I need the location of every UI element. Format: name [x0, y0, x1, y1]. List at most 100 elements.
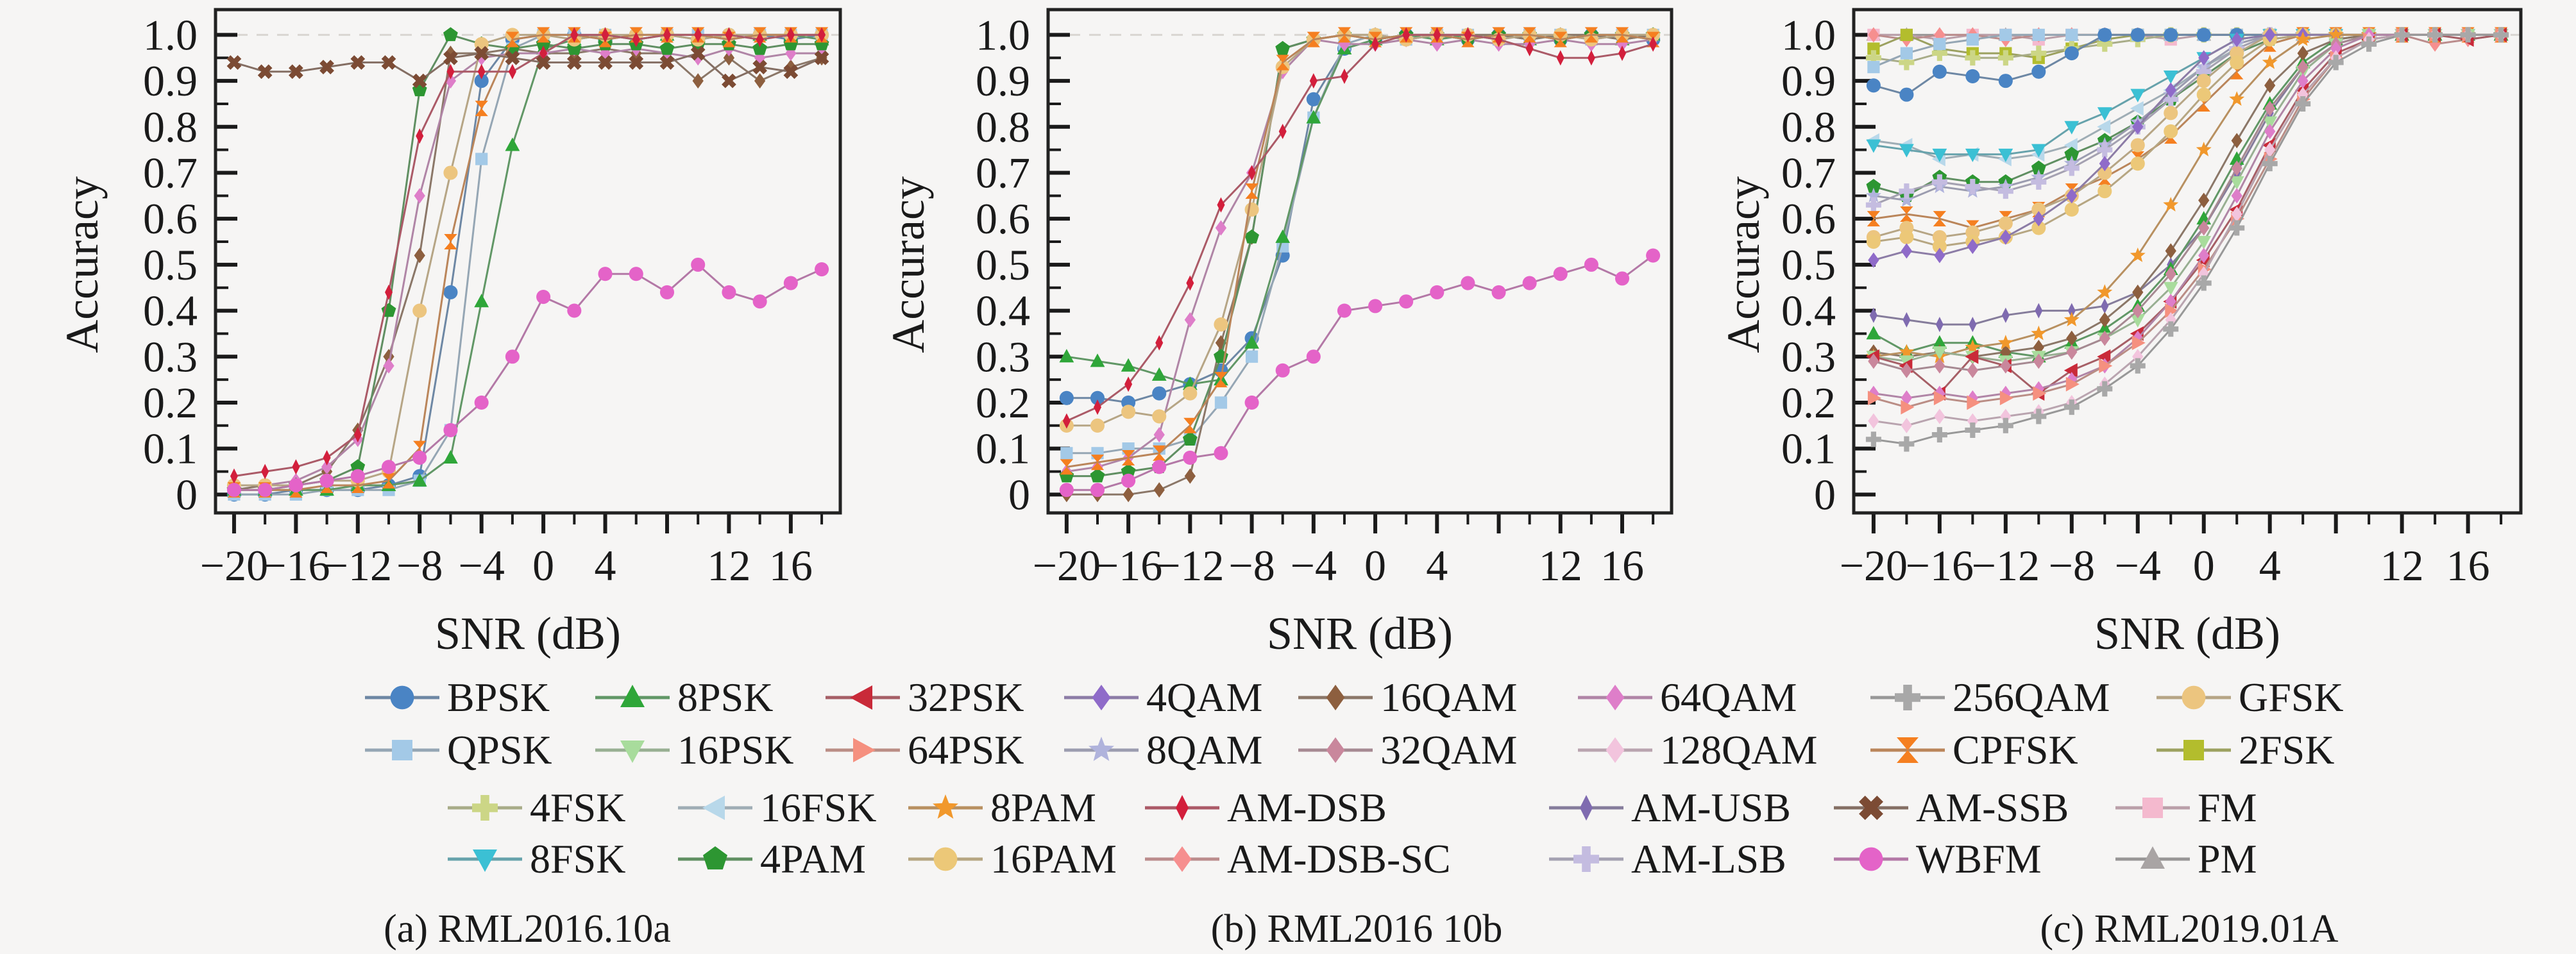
chart-a-xtick-label: 0 — [532, 541, 554, 590]
chart-a-xtick-label: −20 — [200, 541, 268, 590]
legend-item-256QAM: 256QAM — [1867, 671, 2110, 724]
chart-c-ytick-label: 0.5 — [1781, 240, 1836, 289]
chart-b-xtick-label: 4 — [1426, 541, 1448, 590]
legend-label-PM: PM — [2198, 836, 2257, 882]
chart-a-series-AM-SSB — [226, 46, 829, 88]
chart-a-series-16QAM — [228, 40, 827, 498]
chart-c-ytick-label: 0.4 — [1781, 287, 1836, 335]
chart-b-ytick-label: 0 — [1008, 470, 1030, 519]
chart-a-xtick-label: 4 — [595, 541, 616, 590]
legend-label-8PSK: 8PSK — [677, 674, 774, 720]
legend-item-QPSK: QPSK — [361, 723, 552, 777]
chart-b-frame — [1046, 8, 1674, 515]
legend-marker-AM-DSB-icon — [1145, 795, 1219, 821]
chart-a-ytick-label: 0.1 — [143, 424, 198, 473]
legend-label-AM-USB: AM-USB — [1631, 785, 1791, 830]
legend-label-AM-DSB: AM-DSB — [1227, 785, 1387, 830]
chart-c-ylabel: Accuracy — [1718, 176, 1769, 353]
legend-item-AM-SSB: AM-SSB — [1830, 781, 2069, 835]
chart-a-xtick-label: 12 — [707, 541, 750, 590]
legend-item-16QAM: 16QAM — [1294, 671, 1517, 724]
chart-a-xlabel: SNR (dB) — [435, 608, 621, 659]
legend-label-128QAM: 128QAM — [1660, 727, 1818, 773]
chart-b-series-AM-DSB — [1062, 27, 1657, 429]
legend-item-FM: FM — [2112, 781, 2257, 835]
chart-c-series-GFSK — [1866, 28, 2509, 244]
chart-c-ytick-label: 0.9 — [1781, 56, 1836, 105]
legend-label-WBFM: WBFM — [1916, 836, 2042, 882]
legend-item-8QAM: 8QAM — [1060, 723, 1262, 777]
chart-b-ytick-label: 1.0 — [976, 10, 1030, 59]
chart-a: 00.10.20.30.40.50.60.70.80.91.0−20−16−12… — [56, 8, 842, 659]
chart-b-xtick-label: −8 — [1228, 541, 1275, 590]
legend-item-4FSK: 4FSK — [444, 781, 625, 835]
chart-b-xtick-label: 12 — [1539, 541, 1582, 590]
legend-marker-8PAM-icon — [908, 794, 983, 819]
legend-item-GFSK: GFSK — [2153, 671, 2344, 724]
chart-b-series-16QAM — [1061, 27, 1659, 503]
legend-marker-AM-USB-icon — [1549, 795, 1623, 821]
legend-marker-16PSK-icon — [595, 741, 670, 763]
chart-b-ytick-label: 0.6 — [976, 194, 1030, 243]
legend-marker-32QAM-icon — [1298, 737, 1373, 763]
legend-item-32QAM: 32QAM — [1294, 723, 1517, 777]
chart-b-series-64QAM — [1061, 31, 1659, 480]
chart-b-xtick-label: 16 — [1600, 541, 1644, 590]
chart-b-series-GFSK — [1059, 28, 1661, 433]
chart-b-xlabel: SNR (dB) — [1267, 608, 1453, 659]
legend-marker-2FSK-icon — [2157, 740, 2231, 760]
legend-marker-8FSK-icon — [448, 849, 522, 872]
chart-b-xtick-label: −16 — [1094, 541, 1162, 590]
legend-item-32PSK: 32PSK — [822, 671, 1024, 724]
legend-item-WBFM: WBFM — [1830, 832, 2042, 886]
legend-marker-256QAM-icon — [1870, 685, 1945, 710]
chart-a-ylabel: Accuracy — [56, 176, 108, 353]
chart-c-xtick-label: 16 — [2446, 541, 2490, 590]
chart-b-xtick-label: −20 — [1033, 541, 1101, 590]
legend-label-256QAM: 256QAM — [1953, 674, 2110, 720]
chart-a-ytick-label: 0.5 — [143, 240, 198, 289]
legend-item-64PSK: 64PSK — [822, 723, 1024, 777]
chart-c-xtick-label: −8 — [2049, 541, 2095, 590]
chart-c-xtick-label: 12 — [2380, 541, 2424, 590]
chart-b-xtick-label: 0 — [1364, 541, 1386, 590]
legend-marker-16FSK-icon — [678, 796, 752, 820]
chart-c: 00.10.20.30.40.50.60.70.80.91.0−20−16−12… — [1718, 8, 2523, 659]
legend-item-64QAM: 64QAM — [1574, 671, 1797, 724]
legend-label-GFSK: GFSK — [2239, 674, 2344, 720]
chart-a-xtick-label: −4 — [458, 541, 504, 590]
plots-canvas: 00.10.20.30.40.50.60.70.80.91.0−20−16−12… — [56, 8, 2523, 659]
legend-label-16QAM: 16QAM — [1380, 674, 1518, 720]
chart-a-ytick-label: 0.2 — [143, 378, 198, 427]
chart-b-ytick-label: 0.4 — [976, 287, 1030, 335]
legend-label-16FSK: 16FSK — [760, 785, 877, 830]
legend-label-32QAM: 32QAM — [1380, 727, 1518, 773]
legend-item-AM-USB: AM-USB — [1545, 781, 1791, 835]
chart-b: 00.10.20.30.40.50.60.70.80.91.0−20−16−12… — [883, 8, 1674, 659]
chart-a-ytick-label: 0.3 — [143, 332, 198, 381]
legend-label-QPSK: QPSK — [447, 727, 552, 773]
chart-b-ytick-label: 0.2 — [976, 378, 1030, 427]
legend-marker-16QAM-icon — [1298, 685, 1373, 710]
caption-b: (b) RML2016 10b — [1210, 907, 1503, 951]
legend-label-8QAM: 8QAM — [1146, 727, 1263, 773]
chart-c-xtick-label: −12 — [1972, 541, 2040, 590]
legend-marker-WBFM-icon — [1834, 847, 1908, 871]
chart-c-ytick-label: 0.1 — [1781, 424, 1836, 473]
chart-c-series-4FSK — [1865, 27, 2509, 71]
legend-item-8PSK: 8PSK — [591, 671, 773, 724]
chart-c-ytick-label: 0.8 — [1781, 103, 1836, 151]
chart-c-series-AM-DSB-SC — [1868, 27, 2507, 52]
chart-c-ytick-label: 0.3 — [1781, 332, 1836, 381]
chart-c-series-16PAM — [1866, 28, 2509, 254]
chart-c-ytick-label: 0.6 — [1781, 194, 1836, 243]
chart-c-xtick-label: −16 — [1906, 541, 1974, 590]
chart-a-series-AM-DSB — [230, 27, 826, 484]
chart-b-ytick-label: 0.8 — [976, 103, 1030, 151]
chart-b-ytick-label: 0.9 — [976, 56, 1030, 105]
legend-marker-4PAM-icon — [678, 846, 752, 870]
chart-a-series-64QAM — [228, 40, 827, 493]
legend-label-8PAM: 8PAM — [990, 785, 1096, 830]
chart-b-xtick-label: −4 — [1291, 541, 1337, 590]
legend-marker-AM-LSB-icon — [1549, 846, 1623, 872]
